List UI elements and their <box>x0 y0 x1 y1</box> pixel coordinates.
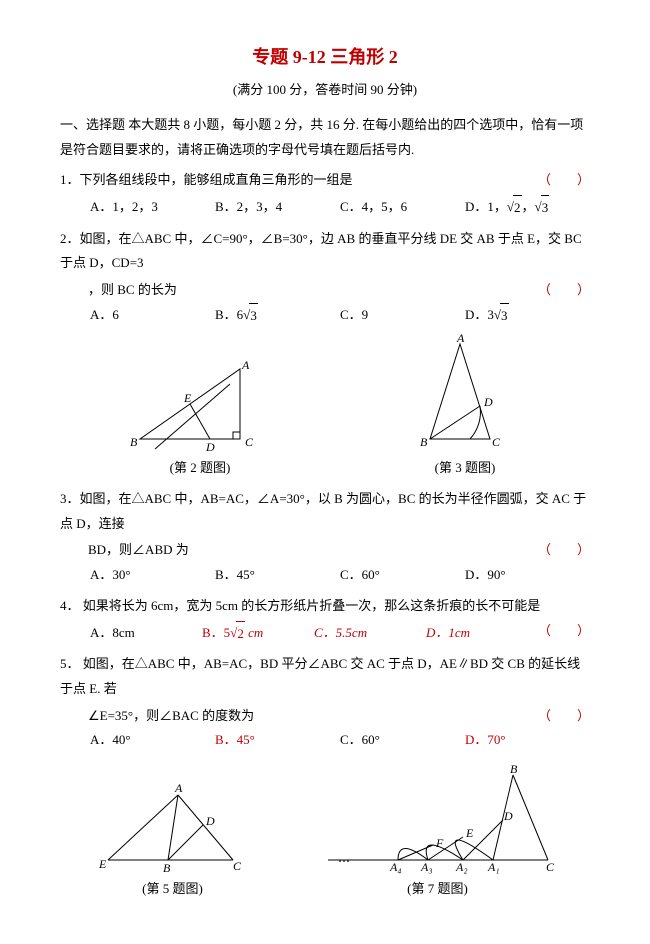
svg-text:D: D <box>483 395 493 409</box>
svg-text:A₂: A₂ <box>455 860 468 874</box>
q2-text: 2．如图，在△ABC 中，∠C=90°，∠B=30°，边 AB 的垂直平分线 D… <box>60 231 582 271</box>
svg-text:C: C <box>245 435 254 449</box>
q3-text2: BD，则∠ABD 为 <box>88 542 189 557</box>
figure-row-2: A D E B C (第 5 题图) B D <box>60 765 590 902</box>
q4-optA: A．8cm <box>90 621 202 647</box>
figcap-q7: (第 7 题图) <box>318 877 558 902</box>
q2-optB: B．63 <box>215 303 340 329</box>
question-1: 1．下列各组线段中，能够组成直角三角形的一组是 （ ） <box>60 168 590 193</box>
svg-text:F: F <box>435 836 444 850</box>
svg-text:C: C <box>233 859 242 873</box>
q3-optB: B．45° <box>215 563 340 588</box>
svg-text:A₃: A₃ <box>420 860 433 874</box>
q5-options: A．40° B．45° C．60° D．70° <box>90 728 590 753</box>
question-3: 3．如图，在△ABC 中，AB=AC，∠A=30°，以 B 为圆心，BC 的长为… <box>60 487 590 536</box>
q1-optD: D．1，2，3 <box>465 195 590 221</box>
svg-text:B: B <box>510 765 518 776</box>
figure-q5: A D E B C (第 5 题图) <box>93 780 253 902</box>
q4-optC: C．5.5cm <box>314 621 426 647</box>
q2-optA: A．6 <box>90 303 215 329</box>
section-1-header: 一、选择题 本大题共 8 小题，每小题 2 分，共 16 分. 在每小题给出的四… <box>60 113 590 162</box>
svg-text:A₁: A₁ <box>487 860 500 874</box>
q5-text: 5． 如图，在△ABC 中，AB=AC，BD 平分∠ABC 交 AC 于点 D，… <box>60 656 580 696</box>
sqrt-icon: 3 <box>535 195 550 221</box>
svg-text:D: D <box>205 814 215 828</box>
svg-text:E: E <box>98 857 107 871</box>
triangle-q7-icon: B D E F C A₁ A₂ A₃ A₄ ⋯ <box>318 765 558 875</box>
svg-text:⋯: ⋯ <box>338 854 350 868</box>
answer-paren: （ ） <box>538 538 590 563</box>
svg-text:A₄: A₄ <box>389 860 402 874</box>
svg-text:A: A <box>174 781 183 795</box>
sqrt-icon: 2 <box>230 621 245 647</box>
figcap-q2: (第 2 题图) <box>120 456 280 481</box>
triangle-q3-icon: A D B C <box>400 334 530 454</box>
figcap-q5: (第 5 题图) <box>93 877 253 902</box>
question-2: 2．如图，在△ABC 中，∠C=90°，∠B=30°，边 AB 的垂直平分线 D… <box>60 227 590 276</box>
sqrt-icon: 2 <box>507 195 522 221</box>
q2-text2: ，则 BC 的长为 <box>88 282 177 297</box>
triangle-q2-icon: A E B D C <box>120 354 280 454</box>
q3-optA: A．30° <box>90 563 215 588</box>
q1-text: 1．下列各组线段中，能够组成直角三角形的一组是 <box>60 172 353 187</box>
figure-q2: A E B D C (第 2 题图) <box>120 354 280 481</box>
q5-optB: B．45° <box>215 728 340 753</box>
q2-options: A．6 B．63 C．9 D．33 <box>90 303 590 329</box>
answer-paren: （ ） <box>538 168 590 193</box>
q4-optB: B．52 cm <box>202 621 314 647</box>
q5-text2: ∠E=35°，则∠BAC 的度数为 <box>88 708 254 723</box>
svg-text:D: D <box>503 809 513 823</box>
triangle-q5-icon: A D E B C <box>93 780 253 875</box>
svg-text:C: C <box>492 435 501 449</box>
q5-optA: A．40° <box>90 728 215 753</box>
q1-options: A．1，2，3 B．2，3，4 C．4，5，6 D．1，2，3 <box>90 195 590 221</box>
q1-optA: A．1，2，3 <box>90 195 215 221</box>
figure-q3: A D B C (第 3 题图) <box>400 334 530 481</box>
q5-optC: C．60° <box>340 728 465 753</box>
svg-text:B: B <box>420 435 428 449</box>
q4-optD: D．1cm <box>426 621 538 647</box>
q3-text2-row: BD，则∠ABD 为 （ ） <box>60 538 590 563</box>
q2-optD: D．33 <box>465 303 590 329</box>
question-4: 4． 如果将长为 6cm，宽为 5cm 的长方形纸片折叠一次，那么这条折痕的长不… <box>60 594 590 619</box>
q3-options: A．30° B．45° C．60° D．90° <box>90 563 590 588</box>
figure-q7: B D E F C A₁ A₂ A₃ A₄ ⋯ (第 7 题图) <box>318 765 558 902</box>
q5-optD: D．70° <box>465 728 590 753</box>
q3-text: 3．如图，在△ABC 中，AB=AC，∠A=30°，以 B 为圆心，BC 的长为… <box>60 491 586 531</box>
svg-text:E: E <box>465 826 474 840</box>
q3-optD: D．90° <box>465 563 590 588</box>
svg-text:E: E <box>183 391 192 405</box>
svg-text:A: A <box>241 358 250 372</box>
q3-optC: C．60° <box>340 563 465 588</box>
page-title: 专题 9-12 三角形 2 <box>60 40 590 74</box>
svg-text:C: C <box>546 860 555 874</box>
q1-optB: B．2，3，4 <box>215 195 340 221</box>
svg-text:B: B <box>163 861 171 875</box>
q2-text2-row: ，则 BC 的长为 （ ） <box>60 278 590 303</box>
q4-options: A．8cm B．52 cm C．5.5cm D．1cm <box>90 621 538 647</box>
answer-paren: （ ） <box>538 704 590 729</box>
answer-paren: （ ） <box>538 278 590 303</box>
answer-paren: （ ） <box>538 619 590 644</box>
q1-optC: C．4，5，6 <box>340 195 465 221</box>
svg-text:A: A <box>456 334 465 345</box>
svg-text:B: B <box>130 435 138 449</box>
q4-text: 4． 如果将长为 6cm，宽为 5cm 的长方形纸片折叠一次，那么这条折痕的长不… <box>60 598 540 613</box>
svg-text:D: D <box>205 440 215 454</box>
q5-text2-row: ∠E=35°，则∠BAC 的度数为 （ ） <box>60 704 590 729</box>
figure-row-1: A E B D C (第 2 题图) A D B C (第 3 题图) <box>60 334 590 481</box>
q2-optC: C．9 <box>340 303 465 329</box>
sqrt-icon: 3 <box>494 303 509 329</box>
question-5: 5． 如图，在△ABC 中，AB=AC，BD 平分∠ABC 交 AC 于点 D，… <box>60 652 590 701</box>
page-subtitle: (满分 100 分，答卷时间 90 分钟) <box>60 78 590 103</box>
figcap-q3: (第 3 题图) <box>400 456 530 481</box>
sqrt-icon: 3 <box>243 303 258 329</box>
